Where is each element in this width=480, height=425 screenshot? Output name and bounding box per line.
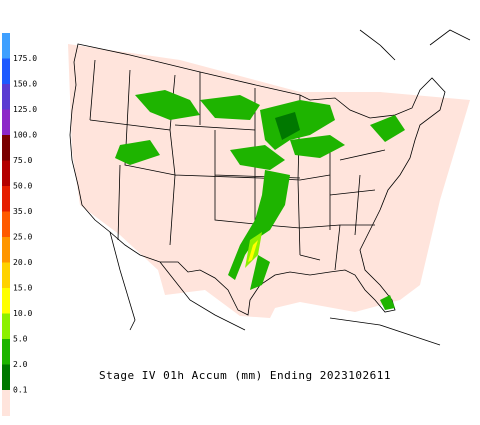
legend-swatch xyxy=(2,211,10,238)
legend-label: 5.0 xyxy=(13,335,28,344)
legend-swatch xyxy=(2,313,10,340)
legend-swatch xyxy=(2,135,10,161)
legend-label: 2.0 xyxy=(13,360,28,369)
legend-swatch xyxy=(2,84,10,110)
legend-label: 125.0 xyxy=(13,105,37,114)
legend-label: 0.1 xyxy=(13,386,28,395)
neighbor-coast xyxy=(109,29,471,346)
legend-label: 175.0 xyxy=(13,54,37,63)
caption: Stage IV 01h Accum (mm) Ending 202310261… xyxy=(99,369,391,382)
legend-swatch xyxy=(2,33,10,59)
legend-swatch xyxy=(2,339,10,365)
legend-swatch xyxy=(2,109,10,136)
legend-swatch xyxy=(2,262,10,289)
legend: 175.0 150.0 125.0 100.0 75.0 50.0 35.0 25.0 20.0… xyxy=(2,33,37,416)
legend-swatch xyxy=(2,160,10,187)
precip-areas xyxy=(115,90,405,310)
legend-swatch xyxy=(2,58,10,85)
legend-swatch xyxy=(2,364,10,391)
legend-label: 35.0 xyxy=(13,207,32,216)
legend-label: 100.0 xyxy=(13,131,37,140)
legend-swatch xyxy=(2,186,10,212)
legend-label: 10.0 xyxy=(13,309,32,318)
legend-label: 50.0 xyxy=(13,182,32,191)
us-outline xyxy=(69,43,446,316)
legend-swatch xyxy=(2,237,10,263)
legend-label: 150.0 xyxy=(13,80,37,89)
legend-label: 75.0 xyxy=(13,156,32,165)
legend-label: 25.0 xyxy=(13,233,32,242)
legend-swatch xyxy=(2,390,10,416)
legend-label: 20.0 xyxy=(13,258,32,267)
legend-swatch xyxy=(2,288,10,314)
legend-label: 15.0 xyxy=(13,284,32,293)
